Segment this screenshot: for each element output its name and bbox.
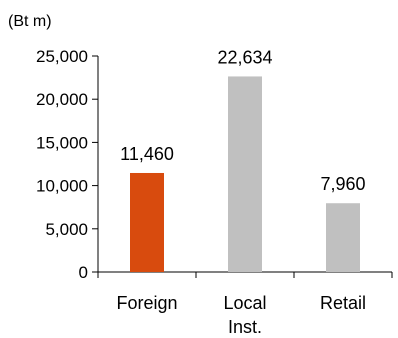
- data-label: 7,960: [320, 174, 365, 194]
- category-label: Local: [223, 293, 266, 313]
- unit-label: (Bt m): [8, 13, 52, 30]
- category-label: Retail: [320, 293, 366, 313]
- bars: [130, 76, 360, 273]
- data-label: 22,634: [217, 47, 272, 67]
- axes: 0 5,000 10,000 15,000 20,000 25,000: [36, 47, 393, 282]
- y-tick-label: 15,000: [36, 133, 88, 152]
- category-label: Foreign: [116, 293, 177, 313]
- bar: [130, 172, 164, 272]
- y-tick-label: 5,000: [45, 220, 88, 239]
- bar: [326, 203, 360, 272]
- bar: [228, 76, 262, 273]
- y-tick-label: 25,000: [36, 47, 88, 66]
- y-tick-label: 20,000: [36, 90, 88, 109]
- data-label: 11,460: [120, 144, 174, 164]
- y-tick-label: 0: [79, 263, 88, 282]
- labels: 11,460 Foreign 22,634 Local Inst. 7,960 Retail: [116, 47, 366, 337]
- y-tick-label: 10,000: [36, 177, 88, 196]
- category-label: Inst.: [228, 317, 262, 337]
